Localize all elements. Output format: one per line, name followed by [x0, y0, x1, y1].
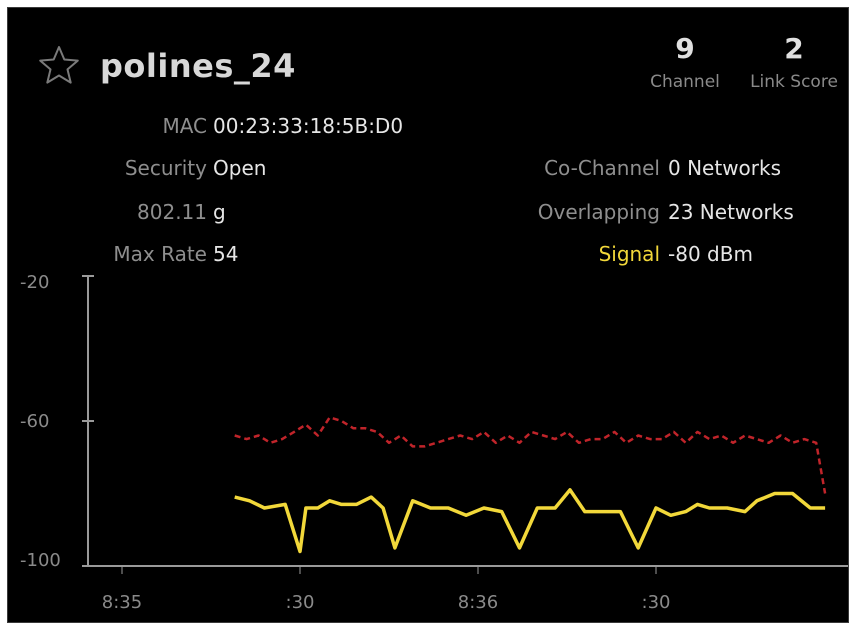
security-value: Open	[213, 156, 267, 180]
co-channel-value: 0 Networks	[668, 156, 782, 180]
overlapping-label: Overlapping	[537, 200, 660, 224]
signal-series-line	[234, 488, 826, 554]
chart-series	[234, 416, 827, 554]
y-tick-label: -20	[20, 272, 49, 293]
security-label: Security	[124, 156, 207, 180]
x-tick-label: 8:35	[102, 592, 142, 613]
y-axis-ticks: -20 -60 -100	[20, 272, 94, 571]
phy-mode-value: g	[213, 200, 226, 224]
x-tick-label: :30	[286, 592, 315, 613]
x-tick-label: :30	[642, 592, 671, 613]
channel-metric: 9 Channel	[644, 32, 726, 93]
max-rate-value: 54	[213, 242, 239, 266]
link-score-value: 2	[784, 32, 804, 65]
network-detail-panel: polines_24 9 Channel 2 Link Score MAC 00…	[7, 7, 849, 623]
link-score-metric: 2 Link Score	[742, 32, 846, 93]
co-channel-label: Co-Channel	[544, 156, 660, 180]
x-axis-ticks: 8:35 :30 8:36 :30	[102, 566, 671, 613]
star-icon[interactable]	[38, 44, 80, 86]
max-rate-label: Max Rate	[113, 242, 207, 266]
y-tick-label: -100	[20, 550, 61, 571]
channel-label: Channel	[650, 72, 720, 92]
channel-value: 9	[675, 32, 695, 65]
x-tick-label: 8:36	[458, 592, 498, 613]
mac-label: MAC	[162, 114, 207, 138]
signal-label: Signal	[598, 242, 660, 266]
overlapping-value: 23 Networks	[668, 200, 794, 224]
signal-value: -80 dBm	[668, 242, 753, 266]
signal-history-chart: -20 -60 -100 8:35 :30 8:36 :30	[20, 272, 848, 613]
phy-mode-label: 802.11	[137, 200, 207, 224]
noise-floor-series-line	[234, 416, 827, 494]
mac-value: 00:23:33:18:5B:D0	[213, 114, 404, 138]
link-score-label: Link Score	[750, 72, 838, 92]
y-tick-label: -60	[20, 411, 49, 432]
network-ssid: polines_24	[100, 47, 296, 85]
